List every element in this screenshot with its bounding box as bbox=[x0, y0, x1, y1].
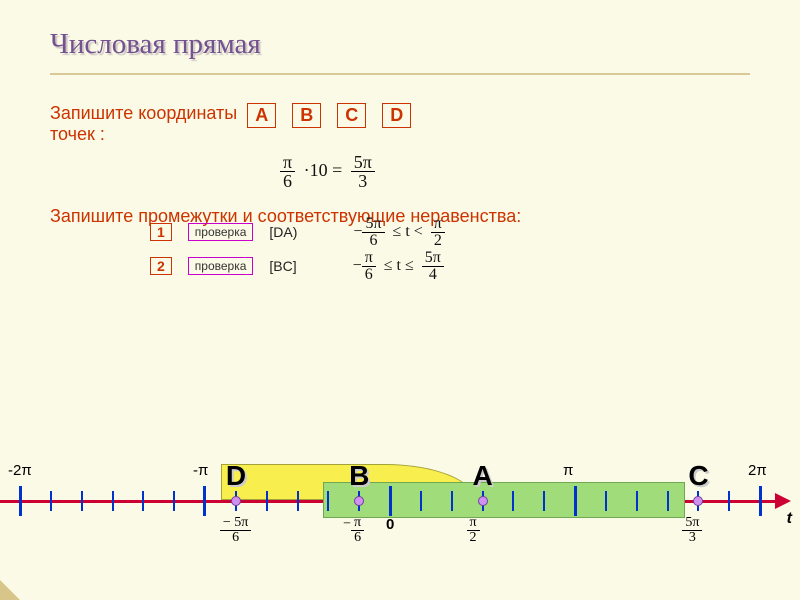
check-row-2: 2 проверка [BC] −π6 ≤ t ≤ 5π4 bbox=[150, 249, 750, 283]
point-label-c: C bbox=[688, 460, 708, 492]
point-box-c: C bbox=[337, 103, 366, 128]
major-tick bbox=[389, 486, 392, 516]
point-coord-a: π2 bbox=[467, 516, 480, 545]
check-num-2: 2 bbox=[150, 257, 172, 275]
minor-tick bbox=[173, 491, 175, 511]
minor-tick bbox=[142, 491, 144, 511]
check-button-1[interactable]: проверка bbox=[188, 223, 254, 241]
point-box-a: A bbox=[247, 103, 276, 128]
minor-tick bbox=[667, 491, 669, 511]
point-coord-c: 5π3 bbox=[682, 516, 702, 545]
point-coord-d: − 5π6 bbox=[220, 516, 251, 545]
point-box-d: D bbox=[382, 103, 411, 128]
minor-tick bbox=[50, 491, 52, 511]
point-boxes: A B C D bbox=[247, 103, 411, 128]
minor-tick bbox=[266, 491, 268, 511]
point-coord-b: −π6 bbox=[343, 516, 364, 545]
segment-bc bbox=[323, 482, 685, 518]
minor-tick bbox=[728, 491, 730, 511]
point-label-b: B bbox=[349, 460, 369, 492]
instruction-1a: Запишите координаты bbox=[50, 103, 237, 124]
minor-tick bbox=[605, 491, 607, 511]
minor-tick bbox=[543, 491, 545, 511]
axis-arrow-icon bbox=[775, 493, 791, 509]
point-box-b: B bbox=[292, 103, 321, 128]
title-underline bbox=[50, 73, 750, 75]
major-tick bbox=[759, 486, 762, 516]
axis-var-label: t bbox=[787, 510, 792, 528]
minor-tick bbox=[81, 491, 83, 511]
point-label-a: A bbox=[473, 460, 493, 492]
major-tick bbox=[19, 486, 22, 516]
inequality-1: −5π6 ≤ t < π2 bbox=[353, 216, 444, 249]
check-num-1: 1 bbox=[150, 223, 172, 241]
minor-tick bbox=[112, 491, 114, 511]
minor-tick bbox=[297, 491, 299, 511]
axis-label: 0 bbox=[386, 516, 394, 533]
minor-tick bbox=[636, 491, 638, 511]
minor-tick bbox=[420, 491, 422, 511]
minor-tick bbox=[327, 491, 329, 511]
interval-1: [DA) bbox=[269, 224, 297, 240]
minor-tick bbox=[451, 491, 453, 511]
major-tick bbox=[574, 486, 577, 516]
axis-label: -2π bbox=[8, 462, 32, 479]
axis-label: π bbox=[563, 462, 573, 479]
point-label-d: D bbox=[226, 460, 246, 492]
page-title: Числовая прямая bbox=[50, 28, 750, 61]
number-line: t -2π -π 0 π 2π D − 5π6 B −π6 Aπ2 C 5π3 bbox=[0, 404, 800, 564]
major-tick bbox=[203, 486, 206, 516]
minor-tick bbox=[512, 491, 514, 511]
axis-label: -π bbox=[193, 462, 208, 479]
axis-label: 2π bbox=[748, 462, 767, 479]
inequality-2: −π6 ≤ t ≤ 5π4 bbox=[353, 250, 444, 283]
interval-2: [BC] bbox=[269, 258, 296, 274]
equation: π6 ·10 = 5π3 bbox=[280, 153, 750, 190]
instruction-row-1: Запишите координаты точек : A B C D bbox=[50, 103, 750, 145]
point-dot-d bbox=[231, 496, 241, 506]
check-button-2[interactable]: проверка bbox=[188, 257, 254, 275]
instruction-1b: точек : bbox=[50, 124, 237, 145]
point-dot-c bbox=[693, 496, 703, 506]
point-dot-a bbox=[478, 496, 488, 506]
